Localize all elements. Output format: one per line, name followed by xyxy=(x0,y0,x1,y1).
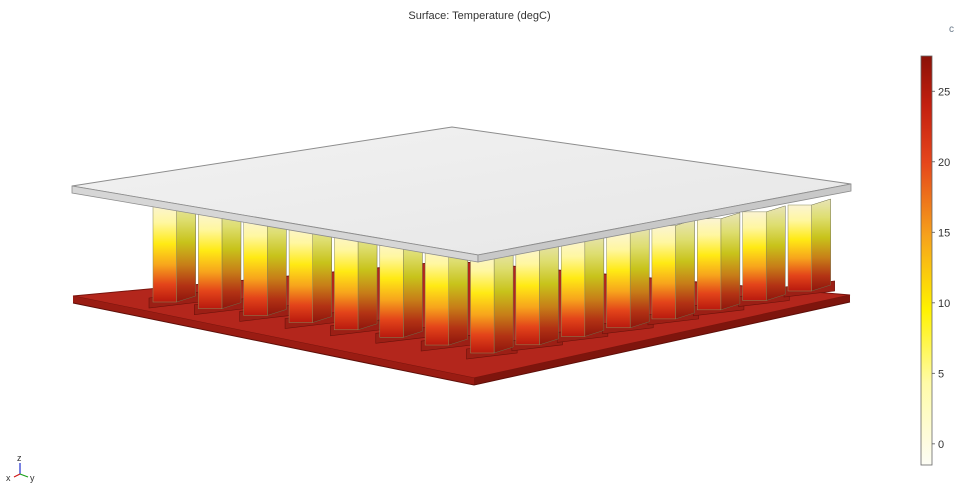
colorbar-tick-label: 25 xyxy=(938,86,950,98)
colorbar-tick-label: 0 xyxy=(938,439,944,451)
y-axis-line xyxy=(19,473,29,478)
colorbar-tick-label: 5 xyxy=(938,368,944,380)
colorbar-gradient xyxy=(920,55,933,466)
top-plate xyxy=(71,126,852,263)
fin-side-face xyxy=(176,198,196,303)
fin-front-face xyxy=(470,252,495,354)
axis-orientation-triad: z x y xyxy=(6,453,35,483)
fin-side-face xyxy=(493,246,514,354)
fin-array xyxy=(152,198,831,354)
y-axis-label: y xyxy=(30,473,35,483)
fin-front-face xyxy=(787,204,812,292)
corner-mark: c xyxy=(949,24,954,35)
base-plate-right-side xyxy=(474,295,850,385)
fin-side-face xyxy=(584,232,605,337)
plot-title: Surface: Temperature (degC) xyxy=(408,10,551,22)
fin-side-face xyxy=(720,212,741,311)
fin-side-face xyxy=(629,226,650,329)
top-plate-right-side xyxy=(477,183,852,263)
base-plate-left-side xyxy=(73,296,474,385)
fin-front-face xyxy=(334,232,359,331)
x-axis-line xyxy=(13,473,21,478)
base-plate-edge xyxy=(72,301,851,386)
fin-front-face xyxy=(606,232,631,329)
colorbar-tick-label: 10 xyxy=(938,298,950,310)
fin-side-face xyxy=(811,198,831,292)
temperature-colorbar: 25 20 15 10 5 0 xyxy=(920,55,950,466)
fin-front-face xyxy=(651,225,676,320)
colorbar-ticks: 25 20 15 10 5 0 xyxy=(932,86,950,451)
fin-front-face xyxy=(379,239,404,338)
x-axis-label: x xyxy=(6,473,11,483)
colorbar-tick-label: 15 xyxy=(938,227,950,239)
colorbar-tick-label: 20 xyxy=(938,157,950,169)
fin-front-face xyxy=(697,218,722,311)
fin-front-face xyxy=(198,211,223,309)
z-axis-label: z xyxy=(17,453,22,463)
fin-front-face xyxy=(288,225,313,323)
fin-front-face xyxy=(560,239,586,337)
fin-front-face xyxy=(742,211,767,301)
fin-front-face xyxy=(243,218,268,316)
fin-front-face xyxy=(424,245,449,346)
fin-front-face xyxy=(515,245,540,346)
fin-front-face xyxy=(152,204,177,303)
fin-side-face xyxy=(539,239,559,346)
fin-side-face xyxy=(765,205,786,301)
fin-side-face xyxy=(675,219,695,320)
